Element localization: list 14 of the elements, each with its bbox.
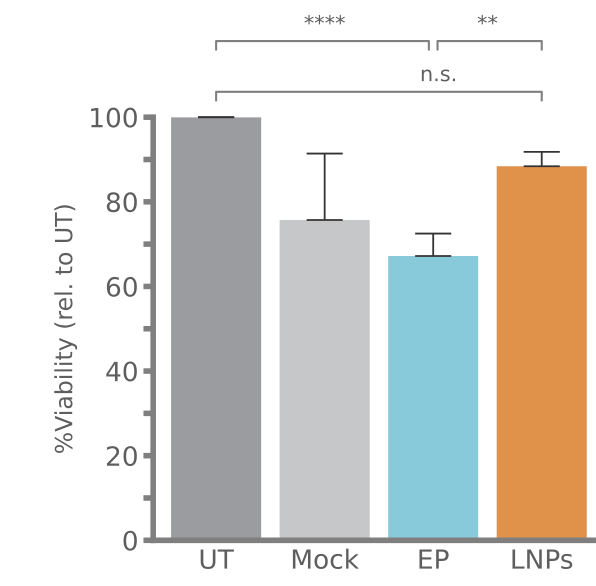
x-tick-label: LNPs (512, 549, 572, 570)
text: ** (478, 14, 498, 24)
x-tick-label: EP (419, 549, 449, 569)
y-tick-label: 100 (91, 108, 137, 128)
y-tick-label: 20 (106, 446, 137, 466)
y-tick-label: 60 (106, 276, 137, 297)
text: **** (304, 14, 345, 24)
y-tick-label: 80 (106, 192, 137, 212)
y-tick-label: 0 (124, 530, 137, 551)
y-axis-title: %Viability (rel. to UT) (54, 205, 78, 453)
text: n.s. (422, 69, 456, 82)
x-tick-label: UT (200, 549, 234, 570)
y-tick-label: 40 (106, 361, 137, 382)
x-tick-label: Mock (292, 548, 359, 570)
